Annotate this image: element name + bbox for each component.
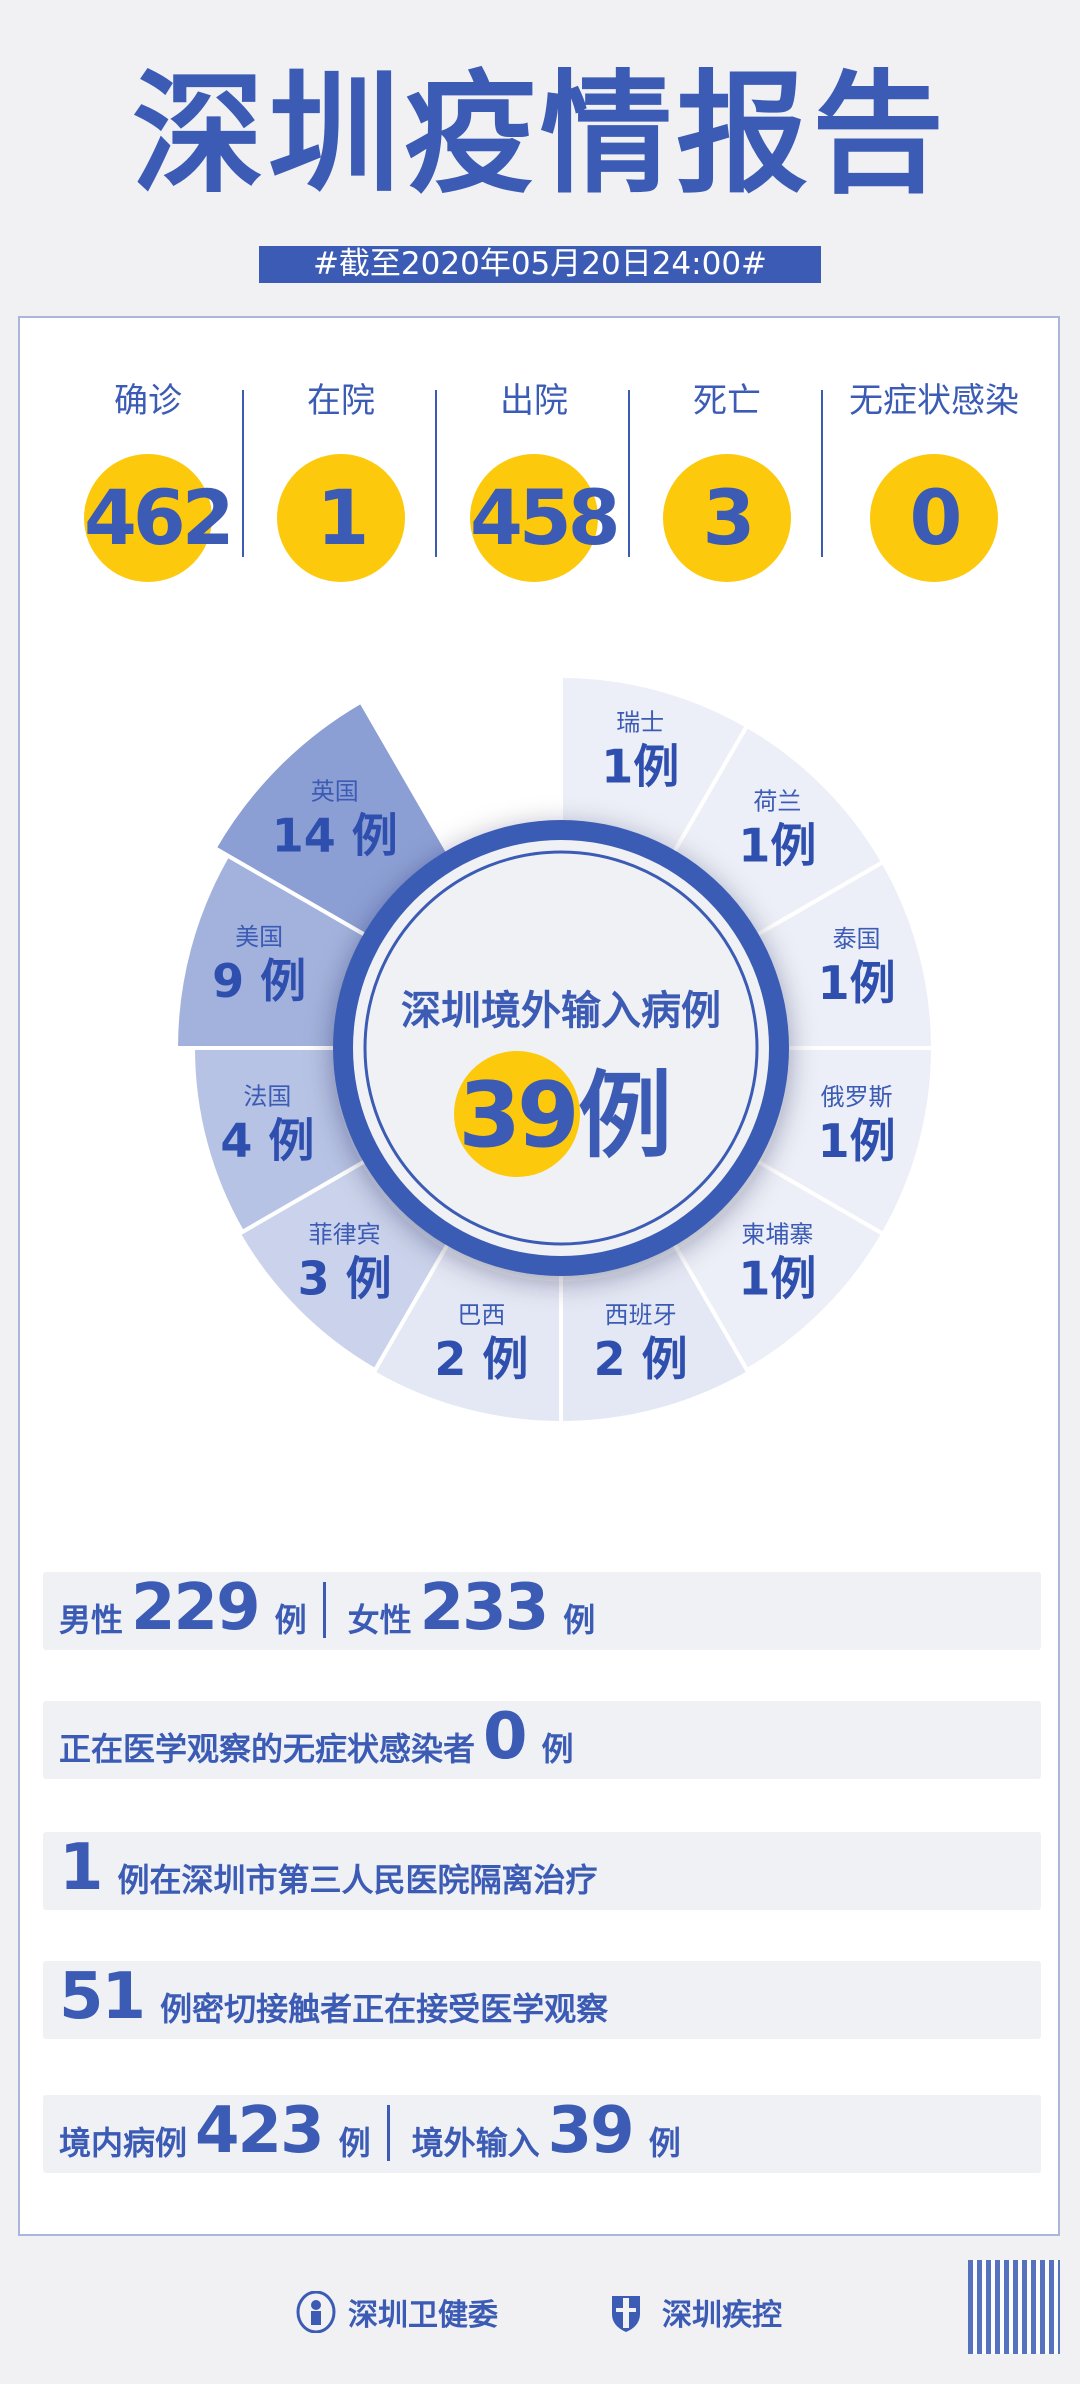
stat-value: 0 xyxy=(870,454,998,582)
stat-deaths: 死亡 3 xyxy=(637,378,817,582)
female-count: 233 xyxy=(419,1571,550,1645)
slice-value: 1例 xyxy=(738,819,816,873)
origin-row: 境内病例 423 例 境外输入 39 例 xyxy=(43,2095,1041,2173)
total-badge xyxy=(454,1051,580,1177)
center-title: 深圳境外输入病例 xyxy=(401,988,721,1034)
divider xyxy=(386,2105,390,2161)
slice-label: 瑞士 xyxy=(616,708,664,736)
slice-label: 英国 xyxy=(311,778,359,806)
slice-value: 2 例 xyxy=(594,1332,688,1386)
male-label: 男性 xyxy=(59,1601,124,1639)
center-unit: 例 xyxy=(578,1062,672,1171)
stat-discharged: 出院 458 xyxy=(444,378,624,582)
stat-asymptomatic: 无症状感染 0 xyxy=(844,378,1024,582)
stat-label: 死亡 xyxy=(693,381,761,421)
unit: 例 xyxy=(274,1601,307,1639)
divider xyxy=(322,1582,326,1638)
male-count: 229 xyxy=(131,1571,261,1645)
domestic-count: 423 xyxy=(195,2094,325,2168)
divider xyxy=(435,390,437,557)
center-total: 39 xyxy=(458,1063,575,1168)
stat-value: 1 xyxy=(277,454,405,582)
slice-label: 荷兰 xyxy=(753,788,801,816)
qr-code xyxy=(968,2260,1060,2354)
slice-value: 1例 xyxy=(601,739,679,793)
slice-label: 巴西 xyxy=(457,1301,505,1329)
asymptomatic-row: 正在医学观察的无症状感染者 0 例 xyxy=(43,1701,1041,1779)
asymptomatic-text: 正在医学观察的无症状感染者 xyxy=(59,1730,476,1768)
unit: 例 xyxy=(541,1730,574,1768)
stat-hospitalized: 在院 1 xyxy=(251,378,431,582)
imported-label: 境外输入 xyxy=(411,2124,540,2162)
unit: 例 xyxy=(648,2124,681,2162)
stat-value: 3 xyxy=(663,454,791,582)
slice-label: 西班牙 xyxy=(605,1301,677,1329)
slice-value: 1例 xyxy=(738,1251,816,1305)
stat-label: 出院 xyxy=(500,381,568,421)
slice-label: 菲律宾 xyxy=(309,1220,381,1248)
slice-label: 美国 xyxy=(235,923,283,951)
slice-label: 泰国 xyxy=(833,925,881,953)
contacts-text: 例密切接触者正在接受医学观察 xyxy=(160,1990,609,2028)
stat-label: 无症状感染 xyxy=(849,381,1019,421)
asymptomatic-count: 0 xyxy=(483,1700,528,1774)
slice-label: 柬埔寨 xyxy=(741,1220,813,1248)
date-banner: #截至2020年05月20日24:00# xyxy=(259,246,821,283)
female-label: 女性 xyxy=(347,1601,412,1639)
slice-value: 4 例 xyxy=(220,1114,314,1168)
divider xyxy=(628,390,630,557)
unit: 例 xyxy=(338,2124,371,2162)
stat-confirmed: 确诊 462 xyxy=(58,378,238,582)
divider xyxy=(821,390,823,557)
page-title: 深圳疫情报告 xyxy=(132,58,948,212)
slice-value: 2 例 xyxy=(434,1332,528,1386)
slice-label: 俄罗斯 xyxy=(821,1083,893,1111)
imported-count: 39 xyxy=(547,2094,635,2168)
domestic-label: 境内病例 xyxy=(59,2124,188,2162)
slice-label: 法国 xyxy=(243,1083,291,1111)
divider xyxy=(242,390,244,557)
hospital-text: 例在深圳市第三人民医院隔离治疗 xyxy=(117,1861,598,1899)
cdc-logo-icon xyxy=(612,2296,640,2332)
center-disc xyxy=(353,840,769,1256)
unit: 例 xyxy=(563,1601,596,1639)
slice-value: 9 例 xyxy=(212,954,306,1008)
health-commission-logo-icon xyxy=(296,2291,336,2333)
hospital-row: 1 例在深圳市第三人民医院隔离治疗 xyxy=(43,1832,1041,1910)
footer-org-health-commission: 深圳卫健委 xyxy=(296,2290,498,2334)
stat-label: 确诊 xyxy=(114,381,182,421)
hospital-count: 1 xyxy=(59,1831,104,1905)
center-inner-ring xyxy=(363,850,759,1246)
gender-row: 男性 229 例 女性 233 例 xyxy=(43,1572,1041,1650)
report-card: 确诊 462 在院 1 出院 458 死亡 3 无症状感染 0 瑞士 1例 荷兰 1例… xyxy=(18,316,1060,2236)
contacts-count: 51 xyxy=(59,1960,146,2034)
stat-label: 在院 xyxy=(307,381,375,421)
slice-value: 1例 xyxy=(818,956,896,1010)
footer-org-cdc: 深圳疾控 xyxy=(604,2290,782,2334)
slice-value: 14 例 xyxy=(272,809,398,863)
slice-value: 3 例 xyxy=(298,1251,392,1305)
org2-name: 深圳疾控 xyxy=(662,2298,782,2333)
org1-name: 深圳卫健委 xyxy=(348,2298,498,2333)
slice-value: 1例 xyxy=(818,1114,896,1168)
contacts-row: 51 例密切接触者正在接受医学观察 xyxy=(43,1961,1041,2039)
